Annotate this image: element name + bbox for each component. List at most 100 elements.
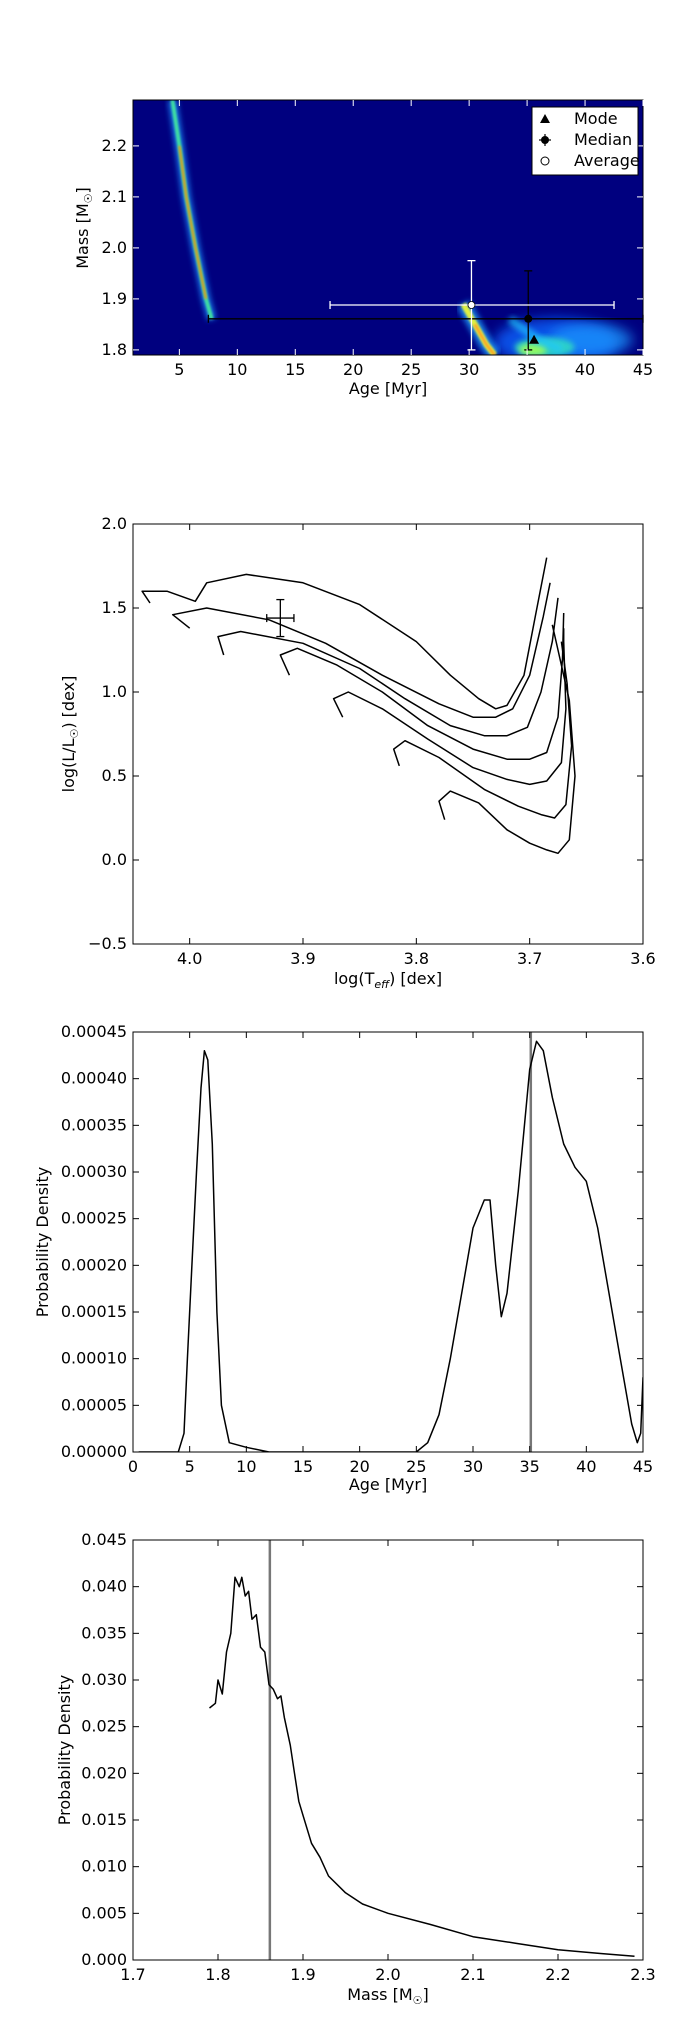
x-tick-label: 5 (174, 360, 184, 379)
y-tick-label: 0.00010 (61, 1349, 127, 1368)
panel-mass-age-heatmap: 5 10 15 20 25 30 35 40 45 1.8 1.9 2.0 2.1 2.2 Age [M… (73, 99, 653, 398)
y-axis-label: Mass [M☉] (73, 187, 95, 269)
isochrone-line (392, 641, 573, 819)
y-tick-label: 0.00035 (61, 1115, 127, 1134)
y-axis-label: Probability Density (55, 1675, 74, 1826)
y-tick-label: −0.5 (88, 934, 127, 953)
x-axis: 5 10 15 20 25 30 35 40 45 (174, 100, 653, 379)
y-tick-label: 0.015 (81, 1810, 127, 1829)
x-tick-label: 2.1 (460, 1965, 485, 1984)
y-tick-label: 0.00040 (61, 1069, 127, 1088)
average-marker (467, 301, 476, 309)
x-tick-label: 1.7 (120, 1965, 145, 1984)
x-tick-label: 3.8 (404, 949, 429, 968)
x-axis: 0 5 10 15 20 25 30 35 40 45 (128, 1032, 653, 1476)
plot-frame (132, 523, 644, 945)
median-marker-icon (541, 136, 549, 144)
x-tick-label: 15 (285, 360, 305, 379)
x-axis-label: Age [Myr] (349, 379, 427, 398)
y-tick-label: 0.00005 (61, 1395, 127, 1414)
isochrone-line (332, 628, 567, 786)
x-tick-label: 1.9 (290, 1965, 315, 1984)
x-axis-label: log(Teff) [dex] (334, 969, 442, 991)
y-tick-label: 0.045 (81, 1530, 127, 1549)
isochrone-line (438, 624, 576, 855)
y-tick-label: 2.1 (102, 187, 127, 206)
isochrone-line (171, 582, 551, 718)
x-tick-label: 20 (349, 1457, 369, 1476)
panel-hr-diagram: 4.0 3.9 3.8 3.7 3.6 −0.5 0.0 0.5 1.0 1.5 2.0 log(… (59, 514, 656, 991)
x-tick-label: 40 (576, 1457, 596, 1476)
x-axis: 4.0 3.9 3.8 3.7 3.6 (177, 524, 656, 968)
old-ridge-peak (473, 323, 496, 355)
x-tick-label: 30 (459, 360, 479, 379)
legend: Mode Median Average (531, 106, 640, 176)
mass-pdf-series (209, 1540, 635, 1960)
x-tick-label: 35 (519, 1457, 539, 1476)
x-tick-label: 4.0 (177, 949, 202, 968)
y-tick-label: 0.035 (81, 1623, 127, 1642)
x-tick-label: 45 (633, 360, 653, 379)
y-axis: 0.000 0.005 0.010 0.015 0.020 0.025 0.030 0.035… (81, 1530, 643, 1969)
error-bars (207, 259, 644, 351)
y-axis: 1.8 1.9 2.0 2.1 2.2 (102, 136, 643, 359)
x-axis-label: Age [Myr] (349, 1475, 427, 1494)
age-pdf-series (138, 1032, 643, 1452)
x-tick-label: 2.3 (630, 1965, 655, 1984)
y-axis: −0.5 0.0 0.5 1.0 1.5 2.0 (88, 514, 643, 953)
y-tick-label: 0.000 (81, 1950, 127, 1969)
x-tick-label: 35 (517, 360, 537, 379)
young-ridge-peak (178, 145, 207, 300)
y-axis-label: Probability Density (33, 1167, 52, 1318)
median-marker (524, 314, 533, 323)
evolutionary-tracks (141, 557, 576, 855)
legend-entry-median: Median (574, 130, 632, 149)
x-tick-label: 2.0 (375, 1965, 400, 1984)
y-tick-label: 0.00020 (61, 1255, 127, 1274)
y-tick-label: 0.010 (81, 1857, 127, 1876)
mode-marker (529, 334, 540, 344)
y-tick-label: 2.0 (102, 514, 127, 533)
x-tick-label: 25 (406, 1457, 426, 1476)
x-tick-label: 3.7 (517, 949, 542, 968)
star-data-point (266, 598, 295, 638)
x-tick-label: 1.8 (205, 1965, 230, 1984)
y-tick-label: 1.9 (102, 289, 127, 308)
y-tick-label: 1.5 (102, 598, 127, 617)
x-tick-label: 20 (343, 360, 363, 379)
y-tick-label: 0.00025 (61, 1209, 127, 1228)
x-axis: 1.7 1.8 1.9 2.0 2.1 2.2 2.3 (120, 1540, 656, 1984)
isochrone-line (279, 612, 565, 760)
y-tick-label: 0.00030 (61, 1162, 127, 1181)
x-tick-label: 5 (185, 1457, 195, 1476)
x-tick-label: 0 (128, 1457, 138, 1476)
y-tick-label: 1.0 (102, 682, 127, 701)
x-tick-label: 3.9 (290, 949, 315, 968)
legend-entry-average: Average (574, 151, 640, 170)
x-tick-label: 10 (227, 360, 247, 379)
x-tick-label: 10 (236, 1457, 256, 1476)
x-tick-label: 15 (293, 1457, 313, 1476)
panel-age-pdf: 0 5 10 15 20 25 30 35 40 45 0.00000 0.00005 0.00010… (33, 1022, 653, 1494)
y-tick-label: 0.030 (81, 1670, 127, 1689)
mass-pdf-line (209, 1576, 635, 1958)
plot-frame (132, 99, 644, 356)
legend-entry-mode: Mode (574, 109, 618, 128)
isochrone-line (217, 597, 559, 737)
panel-mass-pdf: 1.7 1.8 1.9 2.0 2.1 2.2 2.3 0.0000.0050.0100.0… (55, 1530, 656, 2007)
heatmap-density (167, 100, 633, 355)
average-marker-icon (540, 156, 550, 166)
y-tick-label: 0.00000 (61, 1442, 127, 1461)
x-tick-label: 25 (401, 360, 421, 379)
y-tick-label: 0.040 (81, 1577, 127, 1596)
plot-frame (132, 1031, 644, 1453)
x-tick-label: 30 (463, 1457, 483, 1476)
y-axis-label: log(L/L☉) [dex] (59, 676, 81, 793)
mode-marker-icon (540, 114, 550, 123)
plot-frame (132, 1539, 644, 1961)
secondary-ridge (507, 316, 564, 354)
y-tick-label: 0.005 (81, 1903, 127, 1922)
age-pdf-line (138, 1040, 643, 1452)
density-peak (518, 343, 547, 355)
